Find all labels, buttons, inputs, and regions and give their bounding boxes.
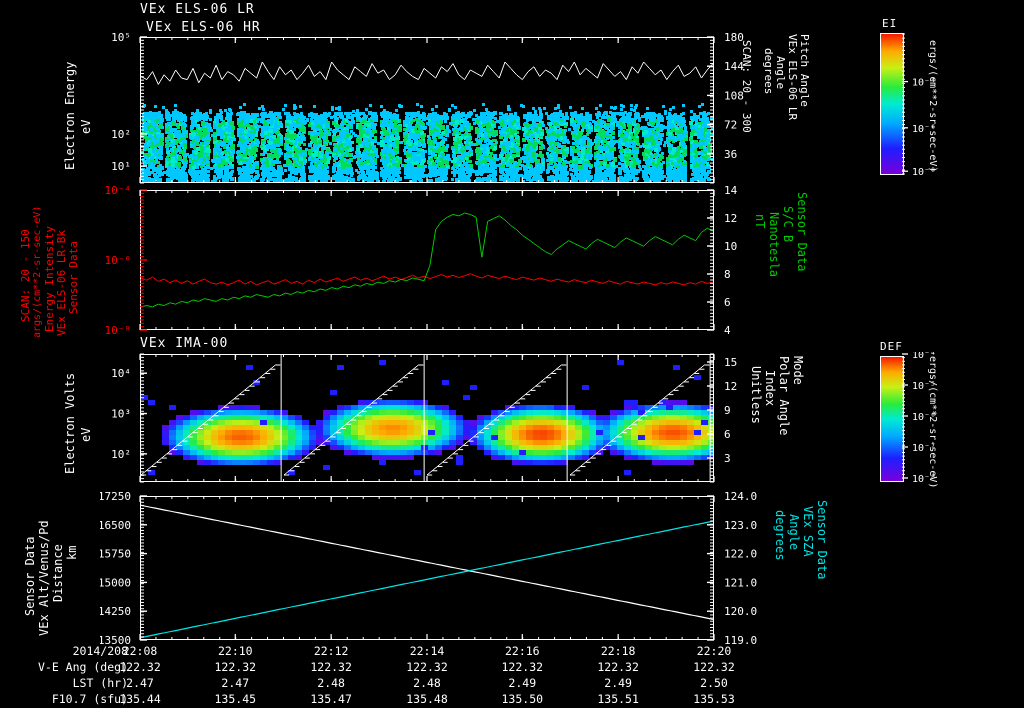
footer-row-label-2: LST (hr)	[72, 676, 128, 690]
footer-cell: 122.32	[214, 660, 257, 674]
svg-text:10³: 10³	[111, 408, 131, 421]
svg-text:10⁻⁸: 10⁻⁸	[105, 324, 132, 337]
svg-text:121.0: 121.0	[724, 576, 757, 589]
panel4-axes: 17250 16500 15750 15000 14250 13500 124.0 123.0…	[100, 490, 757, 647]
svg-text:17250: 17250	[100, 490, 131, 503]
footer-cell: 135.50	[501, 692, 544, 706]
footer-cell: 2.48	[413, 676, 441, 690]
svg-text:4: 4	[724, 324, 731, 337]
svg-text:10⁴: 10⁴	[111, 367, 131, 380]
panel3-title: VEx IMA-00	[140, 336, 229, 351]
footer-cell: 122.32	[501, 660, 544, 674]
svg-text:14250: 14250	[100, 605, 131, 618]
svg-text:108: 108	[724, 89, 744, 102]
footer-cell: 2.48	[317, 676, 345, 690]
svg-text:123.0: 123.0	[724, 519, 757, 532]
svg-text:10⁻⁵: 10⁻⁵	[912, 381, 936, 392]
colorbar-def-gradient	[880, 356, 904, 482]
svg-text:10⁻⁶: 10⁻⁶	[912, 412, 936, 423]
footer-cell: 122.32	[310, 660, 352, 674]
svg-text:119.0: 119.0	[724, 634, 757, 647]
panel-electron-energy-spectrogram[interactable]	[140, 37, 714, 183]
svg-text:10⁵: 10⁵	[111, 31, 131, 44]
svg-text:36: 36	[724, 148, 737, 161]
footer-cell: 135.45	[214, 692, 257, 706]
footer-row-label-1: V-E Ang (deg)	[37, 660, 128, 674]
footer-cell: 135.44	[119, 692, 161, 706]
svg-text:180: 180	[724, 31, 744, 44]
panel1-title-line1: VEx ELS-06 LR	[140, 2, 255, 17]
footer-cell: 135.53	[693, 692, 735, 706]
svg-text:10⁻⁴: 10⁻⁴	[105, 184, 132, 197]
svg-text:10¹: 10¹	[111, 160, 131, 173]
svg-text:10⁻⁴: 10⁻⁴	[912, 78, 936, 89]
svg-text:72: 72	[724, 119, 737, 132]
svg-text:9: 9	[724, 404, 731, 417]
svg-text:13500: 13500	[100, 634, 131, 647]
footer-cell: 2.49	[508, 676, 537, 690]
svg-text:6: 6	[724, 428, 731, 441]
footer-cell: 22:18	[600, 644, 636, 658]
footer-row-label-0: 2014/208	[72, 644, 128, 658]
svg-text:15750: 15750	[100, 548, 131, 561]
svg-text:10²: 10²	[111, 448, 131, 461]
svg-text:14: 14	[724, 184, 738, 197]
svg-text:10⁻⁶: 10⁻⁶	[912, 124, 936, 135]
footer-cell: 22:08	[122, 644, 158, 658]
footer-cell: 22:10	[217, 644, 253, 658]
colorbar-def-title: DEF	[880, 340, 903, 353]
panel-altitude-and-sza[interactable]	[140, 496, 714, 640]
svg-text:124.0: 124.0	[724, 490, 757, 503]
svg-text:16500: 16500	[100, 519, 131, 532]
colorbar-ei-ticks: 10⁻⁴ 10⁻⁶ 10⁻⁸	[902, 33, 936, 178]
colorbar-ei[interactable]: EI	[880, 17, 904, 175]
svg-text:10⁻⁷: 10⁻⁷	[912, 443, 936, 454]
footer-table: 2014/208 22:08 22:10 22:12 22:14 22:16 22:18 22…	[0, 644, 1024, 708]
footer-cell: 22:12	[313, 644, 349, 658]
svg-text:10⁻⁸: 10⁻⁸	[912, 474, 936, 485]
svg-text:10: 10	[724, 240, 737, 253]
svg-text:10⁻⁶: 10⁻⁶	[105, 254, 132, 267]
svg-text:8: 8	[724, 268, 731, 281]
footer-cell: 122.32	[597, 660, 639, 674]
svg-text:12: 12	[724, 380, 737, 393]
svg-text:10⁻⁴: 10⁻⁴	[912, 352, 936, 361]
colorbar-ei-gradient	[880, 33, 904, 175]
colorbar-def-ticks: 10⁻⁴ 10⁻⁵ 10⁻⁶ 10⁻⁷ 10⁻⁸	[902, 352, 936, 485]
footer-cell: 135.47	[310, 692, 352, 706]
svg-text:144: 144	[724, 60, 744, 73]
svg-text:10⁻⁸: 10⁻⁸	[912, 167, 936, 178]
footer-cell: 122.32	[693, 660, 735, 674]
panel1-axes: 10⁵ 10² 10¹ 180 144 108 72 36	[111, 31, 744, 184]
footer-cell: 2.49	[604, 676, 632, 690]
footer-cell: 122.32	[406, 660, 448, 674]
svg-text:15000: 15000	[100, 576, 131, 589]
svg-text:12: 12	[724, 212, 737, 225]
footer-row-label-3: F10.7 (sfu)	[51, 692, 128, 706]
colorbar-ei-title: EI	[882, 17, 898, 30]
footer-cell: 22:20	[696, 644, 732, 658]
svg-text:10²: 10²	[111, 128, 131, 141]
svg-text:3: 3	[724, 452, 731, 465]
colorbar-def[interactable]: DEF	[880, 340, 904, 482]
svg-text:122.0: 122.0	[724, 548, 757, 561]
footer-cell: 22:14	[409, 644, 445, 658]
footer-cell: 2.47	[126, 676, 154, 690]
footer-cell: 122.32	[119, 660, 161, 674]
panel2-axes: 10⁻⁴ 10⁻⁶ 10⁻⁸ 14 12 10 8 6 4	[105, 184, 738, 337]
footer-cell: 2.50	[700, 676, 728, 690]
panel1-title-line2: VEx ELS-06 HR	[146, 20, 261, 35]
footer-cell: 135.51	[597, 692, 639, 706]
footer-cell: 22:16	[504, 644, 540, 658]
footer-cell: 135.48	[406, 692, 448, 706]
footer-cell: 2.47	[221, 676, 250, 690]
panel3-axes: 10⁴ 10³ 10² 15 12 9 6 3	[111, 353, 737, 483]
svg-text:120.0: 120.0	[724, 605, 757, 618]
svg-text:6: 6	[724, 296, 731, 309]
svg-text:15: 15	[724, 356, 737, 369]
